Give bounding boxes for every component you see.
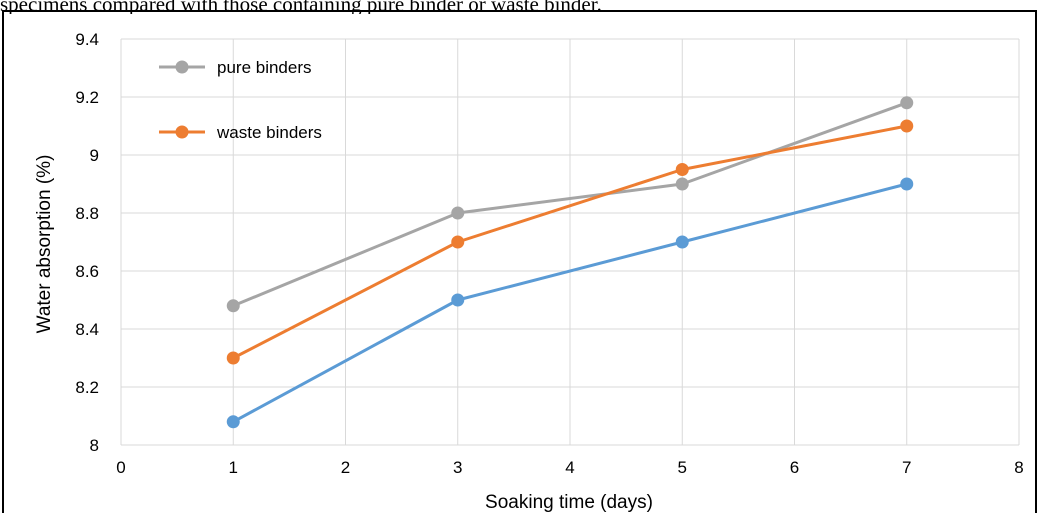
data-series: [226, 96, 914, 429]
x-tick-label: 1: [229, 458, 238, 477]
y-tick-label: 9.4: [75, 30, 99, 49]
x-tick-label: 7: [902, 458, 911, 477]
series-line-1: [232, 101, 908, 308]
y-tick-label: 8: [90, 436, 99, 455]
data-point: [226, 415, 240, 429]
y-tick-label: 8.2: [75, 378, 99, 397]
y-tick-label: 8.8: [75, 204, 99, 223]
x-tick-label: 3: [453, 458, 462, 477]
data-point: [451, 293, 465, 307]
data-point: [900, 177, 914, 191]
data-point: [451, 235, 465, 249]
legend-marker: [175, 60, 189, 74]
y-tick-label: 8.4: [75, 320, 99, 339]
x-tick-label: 8: [1014, 458, 1023, 477]
chart-frame: [2, 10, 1037, 513]
legend: pure binders waste binders: [159, 58, 322, 142]
series-line-3: [232, 182, 908, 424]
data-point: [900, 96, 914, 110]
y-axis-title: Water absorption (%): [34, 155, 55, 334]
grid-lines: [120, 38, 1020, 446]
data-point: [226, 351, 240, 365]
y-tick-label: 8.6: [75, 262, 99, 281]
x-tick-label: 0: [116, 458, 125, 477]
data-point: [451, 206, 465, 220]
series-line-2: [232, 124, 908, 360]
data-point: [675, 163, 689, 176]
y-tick-label: 9.2: [75, 88, 99, 107]
y-tick-label: 9: [90, 146, 99, 165]
legend-label: pure binders: [217, 58, 312, 77]
data-point: [675, 177, 689, 191]
x-tick-label: 6: [790, 458, 799, 477]
x-tick-labels: 0 1 2 3 4 5 6 7 8: [116, 458, 1023, 477]
data-point: [900, 119, 914, 133]
legend-label: waste binders: [216, 123, 322, 142]
legend-marker: [175, 125, 189, 139]
data-point: [675, 235, 689, 249]
x-tick-label: 4: [565, 458, 574, 477]
x-tick-label: 5: [678, 458, 687, 477]
x-tick-label: 2: [341, 458, 350, 477]
data-point: [226, 299, 240, 313]
x-axis-title: Soaking time (days): [485, 492, 653, 513]
y-tick-labels: 8 8.2 8.4 8.6 8.8 9 9.2 9.4: [75, 30, 99, 455]
